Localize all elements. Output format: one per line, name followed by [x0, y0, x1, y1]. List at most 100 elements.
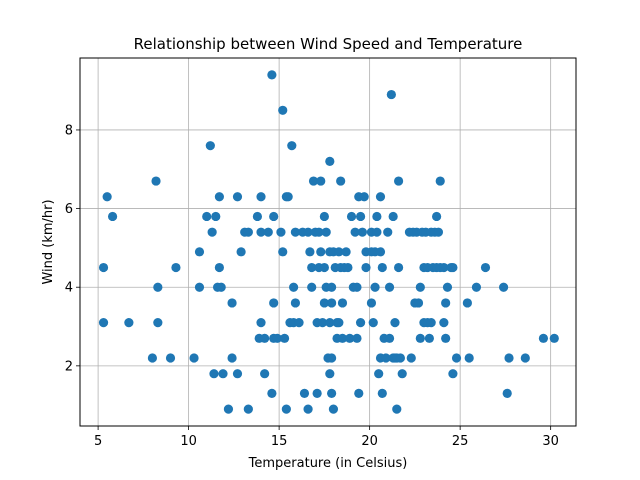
- data-point: [384, 333, 395, 343]
- data-point: [393, 176, 404, 186]
- data-point: [441, 333, 451, 343]
- data-point: [325, 156, 335, 167]
- data-point: [354, 388, 364, 398]
- data-point: [165, 353, 176, 363]
- data-point: [372, 211, 382, 222]
- data-point: [415, 333, 425, 343]
- data-point: [279, 333, 290, 343]
- data-point: [278, 247, 288, 257]
- data-point: [386, 89, 396, 100]
- data-point: [359, 192, 369, 202]
- data-point: [357, 227, 367, 237]
- y-tick-label: 6: [65, 202, 73, 217]
- data-point: [377, 388, 387, 398]
- data-point: [426, 317, 436, 328]
- data-point: [337, 298, 348, 308]
- data-point: [243, 404, 253, 414]
- data-point: [451, 353, 462, 363]
- data-point: [216, 282, 226, 292]
- data-point: [223, 404, 234, 414]
- data-point: [361, 262, 371, 273]
- data-point: [319, 298, 329, 308]
- data-point: [384, 282, 395, 292]
- data-point: [260, 369, 270, 379]
- data-point: [415, 282, 425, 292]
- data-point: [283, 192, 293, 202]
- data-point: [98, 262, 109, 273]
- data-point: [307, 262, 317, 273]
- data-point: [350, 227, 360, 237]
- data-point: [388, 211, 398, 222]
- data-point: [281, 404, 291, 414]
- data-point: [303, 404, 313, 414]
- data-point: [448, 369, 458, 379]
- data-point: [413, 298, 424, 308]
- data-point: [272, 333, 282, 343]
- data-points: [98, 70, 559, 414]
- data-point: [336, 176, 346, 186]
- data-point: [334, 247, 344, 257]
- y-tick-label: 2: [65, 359, 73, 374]
- data-point: [424, 333, 434, 343]
- x-tick-label: 20: [361, 434, 378, 449]
- data-point: [327, 353, 337, 363]
- y-tick-label: 8: [65, 123, 73, 138]
- data-point: [464, 353, 474, 363]
- data-point: [390, 317, 400, 328]
- data-point: [209, 369, 219, 379]
- y-axis-label: Wind (km/hr): [41, 199, 56, 284]
- x-axis-label: Temperature (in Celsius): [248, 456, 408, 471]
- data-point: [343, 262, 353, 273]
- data-point: [442, 282, 453, 292]
- data-point: [269, 298, 279, 308]
- data-point: [308, 176, 319, 186]
- data-point: [312, 388, 322, 398]
- data-point: [107, 211, 118, 222]
- data-point: [98, 317, 109, 328]
- data-point: [327, 298, 337, 308]
- data-point: [352, 282, 362, 292]
- data-point: [433, 227, 444, 237]
- grid: [80, 58, 576, 426]
- data-point: [439, 262, 449, 273]
- data-point: [218, 369, 228, 379]
- data-point: [352, 333, 362, 343]
- data-point: [325, 317, 335, 328]
- data-point: [395, 353, 406, 363]
- data-point: [366, 298, 377, 308]
- data-point: [205, 141, 215, 151]
- data-point: [214, 192, 224, 202]
- data-point: [151, 176, 161, 186]
- data-point: [227, 353, 237, 363]
- data-point: [375, 247, 386, 257]
- data-point: [319, 262, 329, 273]
- x-tick-label: 5: [94, 434, 102, 449]
- data-point: [448, 262, 458, 273]
- data-point: [227, 298, 237, 308]
- data-point: [153, 317, 163, 328]
- data-point: [303, 227, 313, 237]
- data-point: [299, 388, 310, 398]
- data-point: [202, 211, 212, 222]
- data-point: [256, 227, 266, 237]
- data-point: [502, 388, 512, 398]
- data-point: [307, 282, 317, 292]
- x-axis-ticks: 5 10 15 20 25 30: [94, 426, 559, 449]
- data-point: [439, 317, 449, 328]
- data-point: [383, 227, 393, 237]
- data-point: [153, 282, 163, 292]
- data-point: [441, 298, 451, 308]
- data-point: [211, 211, 221, 222]
- data-point: [260, 333, 270, 343]
- data-point: [397, 369, 407, 379]
- data-point: [256, 317, 266, 328]
- data-point: [317, 317, 328, 328]
- data-point: [368, 317, 378, 328]
- y-axis-ticks: 2 4 6 8: [65, 123, 80, 374]
- data-point: [289, 282, 299, 292]
- data-point: [504, 353, 514, 363]
- data-point: [290, 227, 301, 237]
- data-point: [294, 317, 304, 328]
- data-point: [471, 282, 482, 292]
